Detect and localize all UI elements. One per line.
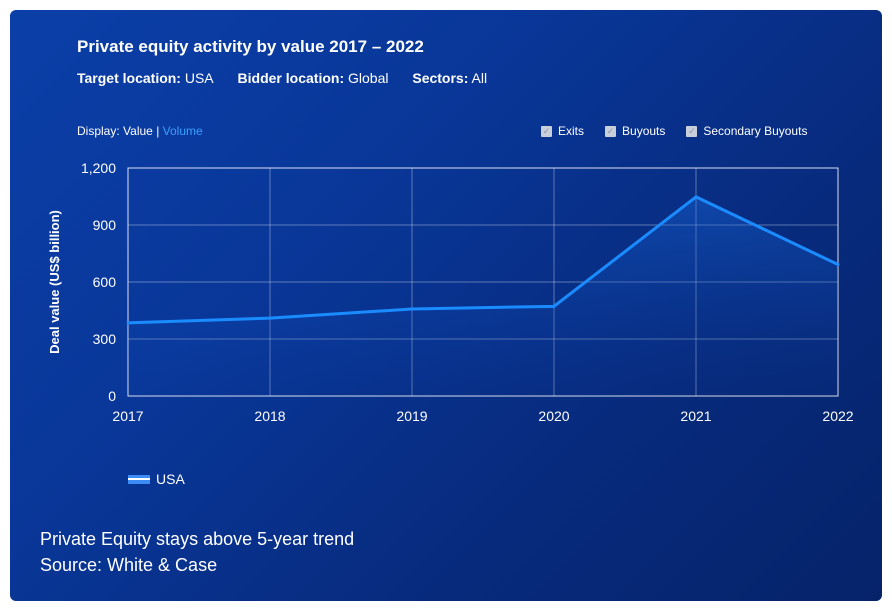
toggle-label: Exits [558, 124, 585, 138]
filter-target-location: Target location: USA [77, 70, 214, 86]
data-point [410, 307, 414, 311]
filter-value: Global [348, 70, 389, 86]
data-point [126, 321, 130, 325]
chart-panel: Private equity activity by value 2017 – … [10, 10, 882, 601]
toggle-label: Secondary Buyouts [703, 124, 808, 138]
toggle-buyouts[interactable]: ✓ Buyouts [605, 124, 665, 138]
filter-summary: Target location: USA Bidder location: Gl… [77, 70, 507, 86]
series-toggles: ✓ Exits ✓ Buyouts ✓ Secondary Buyouts [541, 124, 807, 138]
y-tick-label: 1,200 [81, 160, 116, 176]
x-tick-label: 2017 [112, 408, 143, 424]
line-chart: 0 300 600 900 1,200 2017 2018 2019 2020 2021 2022 D… [47, 160, 854, 424]
filter-label: Bidder location: [237, 70, 345, 86]
checkbox-checked-icon[interactable]: ✓ [686, 125, 698, 137]
filter-label: Sectors: [412, 70, 469, 86]
y-tick-label: 300 [93, 331, 117, 347]
data-point [552, 304, 556, 308]
filter-label: Target location: [77, 70, 181, 86]
legend-item-usa[interactable]: USA [128, 471, 185, 487]
filter-sectors: Sectors: All [412, 70, 487, 86]
caption: Private Equity stays above 5-year trend … [40, 526, 354, 578]
legend-swatch [128, 474, 150, 484]
toggle-label: Buyouts [622, 124, 666, 138]
legend-label: USA [156, 471, 185, 487]
x-tick-label: 2020 [538, 408, 569, 424]
series-area-usa [128, 196, 838, 396]
series-line-usa [127, 195, 839, 325]
filter-value: All [471, 70, 488, 86]
x-tick-label: 2019 [396, 408, 427, 424]
filter-value: USA [184, 70, 214, 86]
toggle-secondary-buyouts[interactable]: ✓ Secondary Buyouts [686, 124, 807, 138]
y-axis-label: Deal value (US$ billion) [47, 210, 62, 354]
display-prefix: Display: [77, 124, 120, 138]
display-separator: | [156, 124, 160, 138]
caption-headline: Private Equity stays above 5-year trend [40, 529, 355, 549]
display-volume-link[interactable]: Volume [162, 124, 203, 138]
display-switch: Display: Value | Volume [77, 124, 203, 138]
data-point [836, 263, 840, 267]
checkbox-checked-icon[interactable]: ✓ [605, 125, 617, 137]
y-tick-label: 0 [108, 388, 116, 404]
y-tick-label: 900 [93, 217, 117, 233]
data-point [268, 316, 272, 320]
x-tick-label: 2018 [254, 408, 285, 424]
display-value-option[interactable]: Value [123, 124, 153, 138]
filter-bidder-location: Bidder location: Global [238, 70, 389, 86]
caption-source: Source: White & Case [40, 555, 218, 575]
chart-title: Private equity activity by value 2017 – … [77, 37, 424, 56]
checkbox-checked-icon[interactable]: ✓ [541, 125, 552, 137]
y-tick-label: 600 [93, 274, 117, 290]
x-tick-label: 2021 [680, 408, 711, 424]
data-point [694, 195, 698, 199]
x-tick-label: 2022 [822, 408, 853, 424]
toggle-exits[interactable]: ✓ Exits [541, 124, 584, 138]
